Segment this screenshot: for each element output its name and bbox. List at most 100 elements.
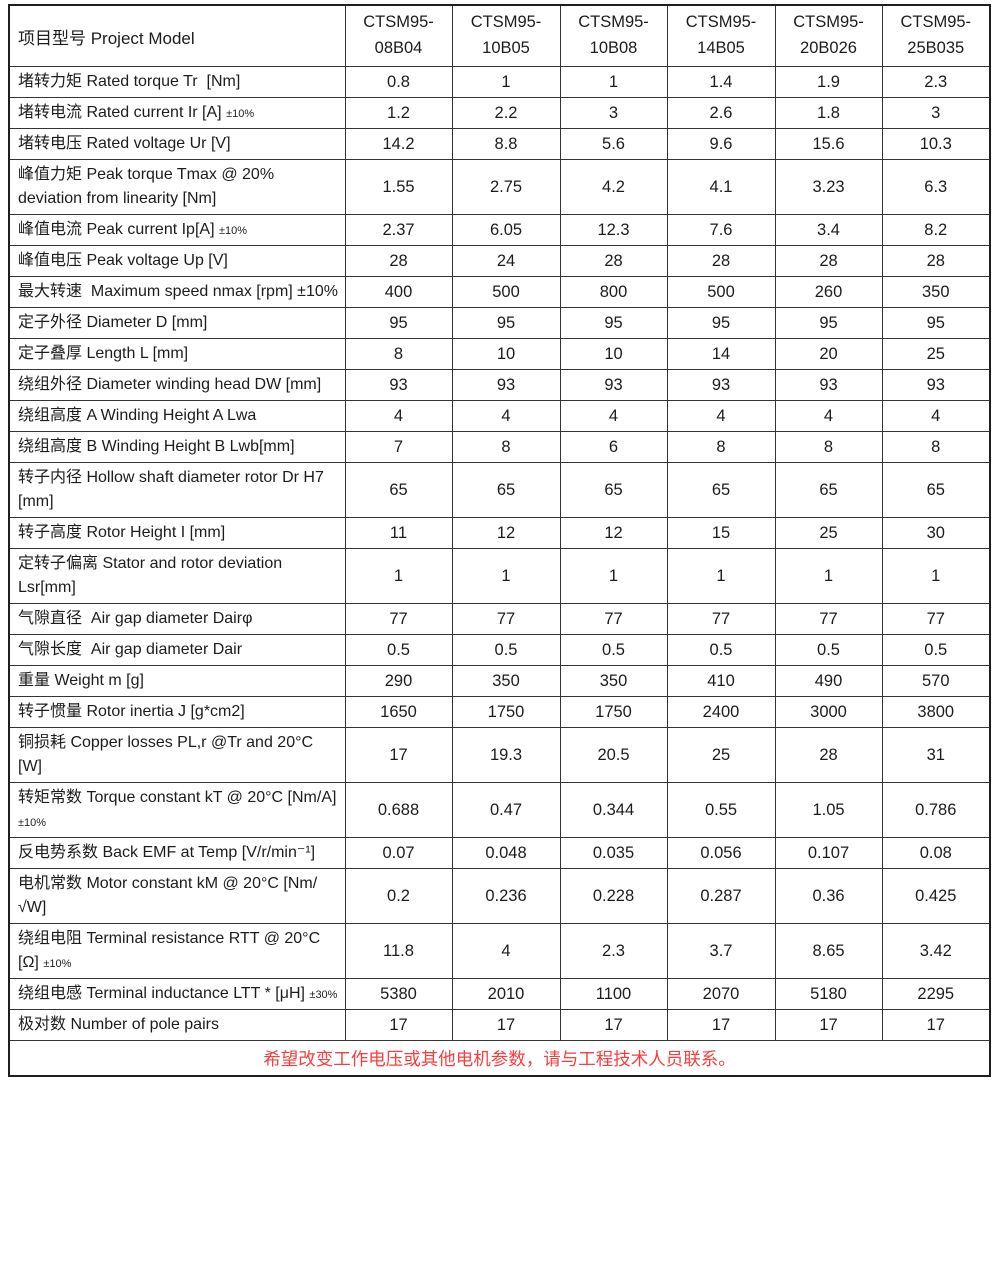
value-cell: 28 [774,245,883,277]
value-cell: 11.8 [344,923,453,979]
value-cell: 490 [774,665,883,697]
parameter-label-text: 峰值电流 Peak current Ip[A] [18,221,215,238]
row-label: 反电势系数 Back EMF at Temp [V/r/min⁻¹] [8,837,346,869]
value-cell: 20.5 [559,727,668,783]
value-cell: 800 [559,276,668,308]
model-code-text: 20B026 [800,39,857,57]
value-cell: 1.2 [344,97,453,129]
parameter-label-text: 极对数 Number of pole pairs [18,1016,219,1033]
table-row: 电机常数 Motor constant kM @ 20°C [Nm/ √W] 0… [8,868,991,924]
parameter-label-text: 堵转电流 Rated current Ir [A] [18,104,222,121]
value-cell: 3.4 [774,214,883,246]
value-cell: 2.6 [666,97,776,129]
value-cell: 1750 [559,696,668,728]
parameter-label-text: 绕组高度 A Winding Height A Lwa [18,407,257,424]
value-cell: 0.2 [344,868,453,924]
model-code-text: 14B05 [697,39,745,57]
value-cell: 77 [559,603,668,635]
tolerance-note: ±10% [43,958,72,970]
table-row: 堵转电流 Rated current Ir [A] ±10% 1.2 2.2 3 2.… [8,97,991,129]
parameter-label-text: 定转子偏离 Stator and rotor deviation Lsr[mm] [18,555,283,596]
row-label: 堵转力矩 Rated torque Tr [Nm] [8,66,346,98]
value-cell: 10 [559,338,668,370]
parameter-label-text: 电机常数 Motor constant kM @ 20°C [Nm/ √W] [18,875,318,916]
table-row: 定转子偏离 Stator and rotor deviation Lsr[mm]… [8,548,991,604]
table-row: 转矩常数 Torque constant kT @ 20°C [Nm/A] ±1… [8,782,991,838]
row-label: 绕组高度 A Winding Height A Lwa [8,400,346,432]
value-cell: 93 [666,369,776,401]
value-cell: 6 [559,431,668,463]
row-label: 峰值电压 Peak voltage Up [V] [8,245,346,277]
parameter-label-text: 气隙长度 Air gap diameter Dair [18,641,243,658]
value-cell: 4 [451,923,561,979]
model-series-text: CTSM95- [363,13,434,32]
value-cell: 4 [559,400,668,432]
value-cell: 24 [451,245,561,277]
value-cell: 15 [666,517,776,549]
value-cell: 0.786 [881,782,991,838]
model-series-text: CTSM95- [685,13,757,32]
model-series-text: CTSM95- [578,13,649,32]
value-cell: 8 [451,431,561,463]
value-cell: 10 [451,338,561,370]
table-row: 堵转力矩 Rated torque Tr [Nm] 0.8 1 1 1.4 1.9 2.3 [8,66,991,98]
model-column-header: CTSM95- 14B05 [666,4,776,67]
table-row: 定子外径 Diameter D [mm] 95 95 95 95 95 95 [8,307,991,339]
value-cell: 0.5 [451,634,561,666]
value-cell: 500 [666,276,776,308]
value-cell: 17 [666,1009,776,1041]
value-cell: 0.287 [666,868,776,924]
table-row: 绕组电阻 Terminal resistance RTT @ 20°C [Ω] … [8,923,991,979]
value-cell: 1650 [344,696,453,728]
model-series-text: CTSM95- [900,13,972,32]
value-cell: 2400 [666,696,776,728]
value-cell: 95 [774,307,883,339]
value-cell: 0.048 [451,837,561,869]
row-label: 绕组电阻 Terminal resistance RTT @ 20°C [Ω] … [8,923,346,979]
value-cell: 17 [344,727,453,783]
value-cell: 28 [344,245,453,277]
value-cell: 65 [344,462,453,518]
value-cell: 0.5 [344,634,453,666]
row-label: 堵转电流 Rated current Ir [A] ±10% [8,97,346,129]
row-label: 绕组外径 Diameter winding head DW [mm] [8,369,346,401]
parameter-label-text: 绕组电感 Terminal inductance LTT * [μH] [18,985,305,1002]
row-label: 最大转速 Maximum speed nmax [rpm] ±10% [8,276,346,308]
row-label: 绕组电感 Terminal inductance LTT * [μH] ±30% [8,978,346,1010]
model-code-text: 10B05 [482,39,530,57]
value-cell: 1 [344,548,453,604]
table-row: 铜损耗 Copper losses PL,r @Tr and 20°C [W] … [8,727,991,783]
value-cell: 0.228 [559,868,668,924]
value-cell: 0.5 [774,634,883,666]
row-label: 堵转电压 Rated voltage Ur [V] [8,128,346,160]
table-row: 峰值电压 Peak voltage Up [V] 28 24 28 28 28 28 [8,245,991,277]
parameter-label-text: 绕组高度 B Winding Height B Lwb[mm] [18,438,295,455]
table-row: 转子高度 Rotor Height I [mm] 11 12 12 15 25 30 [8,517,991,549]
parameter-label-text: 重量 Weight m [g] [18,672,144,689]
value-cell: 1 [559,66,668,98]
value-cell: 5180 [774,978,883,1010]
model-column-header: CTSM95- 10B08 [559,4,668,67]
value-cell: 7.6 [666,214,776,246]
value-cell: 1.55 [344,159,453,215]
value-cell: 93 [881,369,991,401]
value-cell: 1 [451,66,561,98]
value-cell: 28 [559,245,668,277]
value-cell: 0.55 [666,782,776,838]
project-model-header: 项目型号 Project Model [8,4,346,67]
value-cell: 8 [881,431,991,463]
value-cell: 93 [344,369,453,401]
parameter-label-text: 定子叠厚 Length L [mm] [18,345,189,362]
parameter-label-text: 转子惯量 Rotor inertia J [g*cm2] [18,703,245,720]
table-row: 峰值力矩 Peak torque Tmax @ 20% deviation fr… [8,159,991,215]
value-cell: 1 [559,548,668,604]
row-label: 气隙直径 Air gap diameter Dairφ [8,603,346,635]
value-cell: 290 [344,665,453,697]
value-cell: 8.2 [881,214,991,246]
table-row: 反电势系数 Back EMF at Temp [V/r/min⁻¹] 0.07 0… [8,837,991,869]
value-cell: 30 [881,517,991,549]
value-cell: 19.3 [451,727,561,783]
row-label: 转矩常数 Torque constant kT @ 20°C [Nm/A] ±1… [8,782,346,838]
value-cell: 2.3 [559,923,668,979]
